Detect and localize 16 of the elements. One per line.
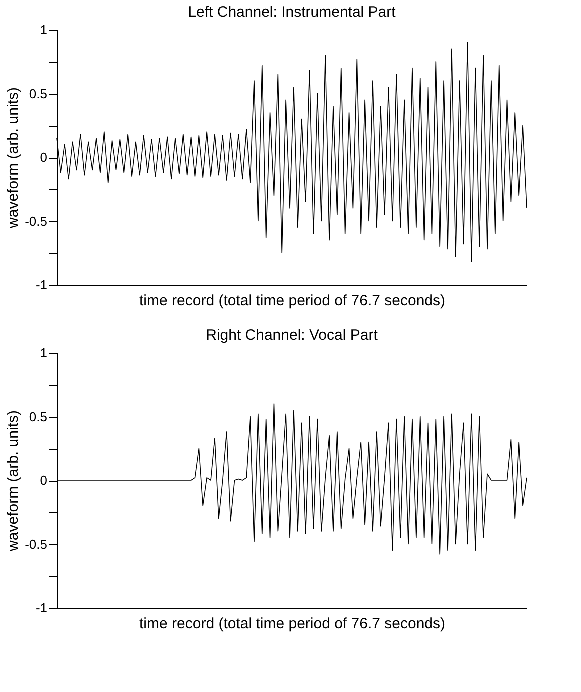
y-tick-label: 1 [40, 346, 48, 360]
y-tick-label: -0.5 [25, 536, 48, 552]
y-axis-title: waveform (arb. units) [5, 410, 22, 552]
y-tick-label: 0.5 [29, 409, 48, 424]
chart-title: Right Channel: Vocal Part [206, 327, 379, 344]
y-tick-label: -1 [36, 278, 48, 292]
chart-title: Left Channel: Instrumental Part [188, 4, 397, 21]
y-tick-label: 0 [40, 150, 48, 165]
y-tick-label: 0 [40, 473, 48, 488]
y-tick-label: 1 [40, 22, 48, 38]
y-tick-label: -1 [36, 600, 48, 616]
y-axis-title: waveform (arb. units) [5, 88, 22, 230]
x-axis-title: time record (total time period of 76.7 seconds) [140, 292, 446, 310]
x-axis-title: time record (total time period of 76.7 seconds) [140, 616, 446, 632]
y-tick-label: -0.5 [25, 214, 48, 229]
y-tick-label: 0.5 [29, 86, 48, 102]
